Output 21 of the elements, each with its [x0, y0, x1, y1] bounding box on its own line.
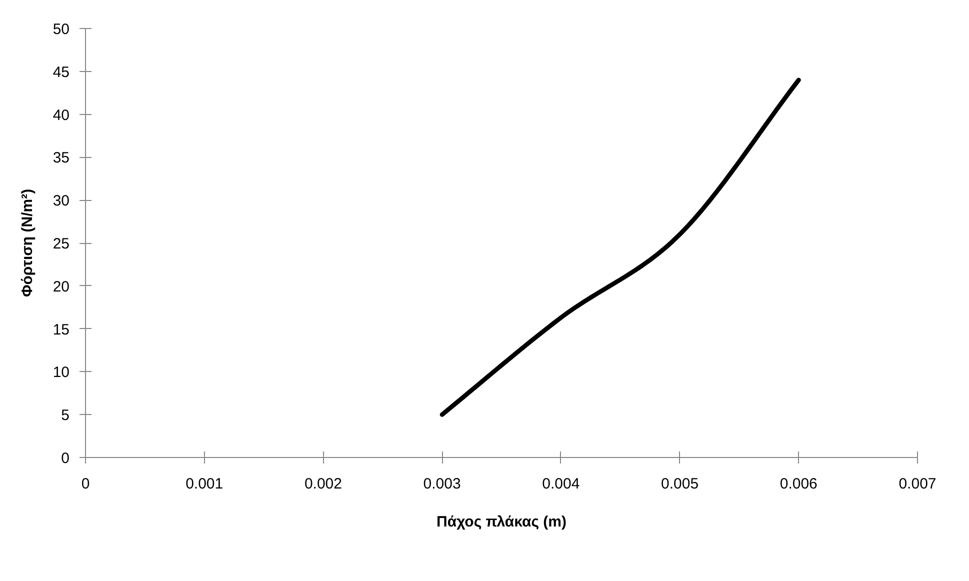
y-axis-title: Φόρτιση (N/m²)	[18, 188, 36, 298]
y-tick-label: 50	[52, 21, 70, 38]
x-tick-label: 0.005	[661, 476, 699, 492]
y-tick-label: 35	[52, 150, 70, 167]
y-tick-label: 5	[61, 407, 70, 424]
x-tick-label: 0.001	[186, 476, 224, 492]
x-tick-label: 0.006	[780, 476, 818, 492]
y-tick-label: 25	[52, 236, 70, 252]
y-tick-label: 15	[52, 321, 70, 338]
x-tick-label: 0.007	[898, 476, 936, 492]
y-tick-label: 0	[61, 450, 70, 467]
y-tick-label: 10	[52, 364, 70, 382]
y-tick-label: 20	[52, 278, 70, 296]
x-tick-label: 0.004	[542, 476, 580, 492]
x-axis-title: Πάχος πλάκας (m)	[436, 514, 566, 530]
x-tick-label: 0.002	[304, 476, 342, 492]
x-tick-label: 0.003	[423, 476, 461, 492]
x-tick-label: 0	[81, 476, 90, 492]
y-tick-label: 45	[52, 64, 70, 81]
y-tick-label: 30	[52, 192, 70, 210]
y-tick-label: 40	[52, 106, 70, 124]
